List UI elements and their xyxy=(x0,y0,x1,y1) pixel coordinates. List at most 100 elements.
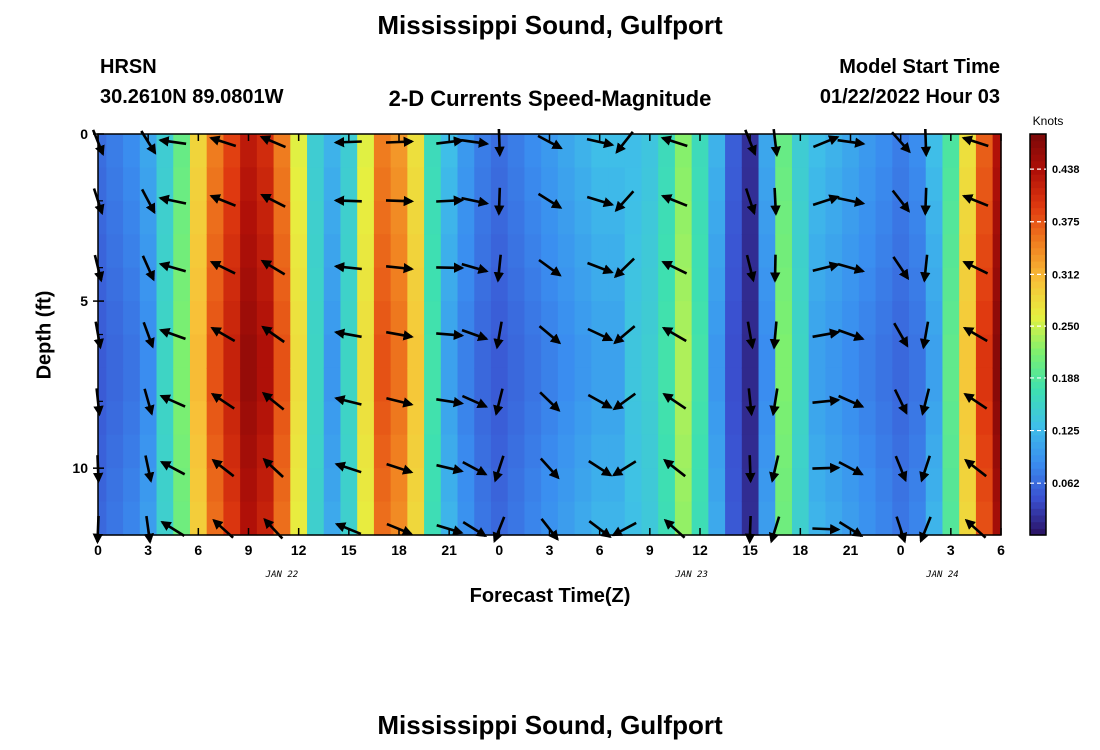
heatmap-cell xyxy=(825,401,843,436)
y-axis: 0 5 10 xyxy=(72,126,104,536)
heatmap-cell xyxy=(992,167,1002,202)
heatmap-cell xyxy=(641,401,659,436)
colorbar-swatch xyxy=(1030,347,1046,356)
heatmap-cell xyxy=(858,468,877,503)
current-arrow xyxy=(920,254,931,283)
current-arrow xyxy=(587,327,614,342)
current-arrow xyxy=(159,394,186,408)
heatmap-cell xyxy=(758,167,776,202)
heatmap-cell xyxy=(658,267,676,302)
heatmap-cell xyxy=(223,267,241,302)
current-arrow xyxy=(263,517,284,540)
heatmap-cell xyxy=(608,200,626,235)
colorbar-swatch xyxy=(1030,301,1046,309)
heatmap-cell xyxy=(557,367,576,402)
heatmap-cell xyxy=(624,200,643,235)
heatmap-cell xyxy=(942,367,960,402)
current-arrow xyxy=(436,262,465,273)
heatmap-cell xyxy=(240,301,258,336)
heatmap-cell xyxy=(189,267,208,302)
x-tick-label: 9 xyxy=(646,542,654,558)
model-start-label: Model Start Time xyxy=(839,56,1000,78)
heatmap-cell xyxy=(808,267,827,302)
heatmap-cell xyxy=(842,301,860,336)
heatmap-cell xyxy=(775,301,793,336)
current-arrow xyxy=(461,137,490,148)
heatmap-cell xyxy=(858,301,877,336)
heatmap-cell xyxy=(992,468,1002,503)
heatmap-cell xyxy=(407,167,425,202)
heatmap-cell xyxy=(106,401,124,436)
heatmap-cell xyxy=(808,401,827,436)
heatmap-cell xyxy=(98,334,107,369)
current-arrow xyxy=(891,131,911,154)
heatmap-cell xyxy=(357,434,375,469)
heatmap-cell xyxy=(424,434,442,469)
current-arrow xyxy=(587,393,613,409)
heatmap-cell xyxy=(557,468,576,503)
heatmap-cell xyxy=(457,401,475,436)
current-arrow xyxy=(209,194,236,207)
current-arrow xyxy=(334,395,362,406)
current-arrow xyxy=(93,388,104,417)
heatmap-cell xyxy=(223,401,241,436)
current-arrow xyxy=(494,128,505,158)
heatmap-cell xyxy=(791,134,810,169)
colorbar-swatch xyxy=(1030,448,1046,456)
heatmap-cell xyxy=(240,267,258,302)
colorbar-swatch xyxy=(1030,494,1046,503)
current-arrow xyxy=(539,457,560,480)
heatmap-cell xyxy=(808,301,827,336)
colorbar-swatch xyxy=(1030,240,1046,249)
colorbar-swatch xyxy=(1030,408,1046,416)
current-arrow xyxy=(769,388,780,417)
heatmap-cell xyxy=(390,334,408,369)
heatmap-cell xyxy=(474,167,492,202)
current-arrow xyxy=(92,188,105,216)
heatmap-cell xyxy=(340,167,358,202)
heatmap-cell xyxy=(825,234,843,269)
heatmap-cell xyxy=(624,434,643,469)
heatmap-cell xyxy=(474,134,492,169)
heatmap-cell xyxy=(959,267,977,302)
heatmap-cell xyxy=(942,167,960,202)
heatmap-cell xyxy=(323,167,342,202)
heatmap-cell xyxy=(808,434,827,469)
current-arrow xyxy=(837,137,866,148)
heatmap-cell xyxy=(992,200,1002,235)
heatmap-cell xyxy=(98,234,107,269)
heatmap-cell xyxy=(959,200,977,235)
x-tick-label: 21 xyxy=(441,542,457,558)
x-tick-label: 6 xyxy=(997,542,1005,558)
heatmap-cell xyxy=(323,468,342,503)
heatmap-cell xyxy=(691,200,709,235)
heatmap-cell xyxy=(507,267,526,302)
heatmap-cell xyxy=(98,167,107,202)
colorbar-swatch xyxy=(1030,307,1046,316)
heatmap-cell xyxy=(775,167,793,202)
current-arrow xyxy=(837,262,866,274)
heatmap-cell xyxy=(98,367,107,402)
heatmap-cell xyxy=(156,134,174,169)
heatmap-cell xyxy=(490,501,509,536)
heatmap-cell xyxy=(323,200,342,235)
current-arrow xyxy=(538,325,562,345)
colorbar-swatch xyxy=(1030,140,1046,148)
heatmap-cell xyxy=(858,200,877,235)
heatmap-cell xyxy=(758,267,776,302)
heatmap-cell xyxy=(357,267,375,302)
heatmap-cell xyxy=(808,200,827,235)
heatmap-cell xyxy=(139,301,158,336)
heatmap-cell xyxy=(390,468,408,503)
heatmap-cell xyxy=(407,334,425,369)
colorbar-tick-label: 0.438 xyxy=(1052,164,1080,176)
heatmap-cell xyxy=(357,167,375,202)
heatmap-cell xyxy=(490,301,509,336)
heatmap-cell xyxy=(775,401,793,436)
heatmap-cell xyxy=(858,367,877,402)
heatmap-cell xyxy=(591,401,609,436)
heatmap-cell xyxy=(440,234,459,269)
heatmap-cell xyxy=(909,267,927,302)
heatmap-cell xyxy=(658,234,676,269)
heatmap-cell xyxy=(323,367,342,402)
